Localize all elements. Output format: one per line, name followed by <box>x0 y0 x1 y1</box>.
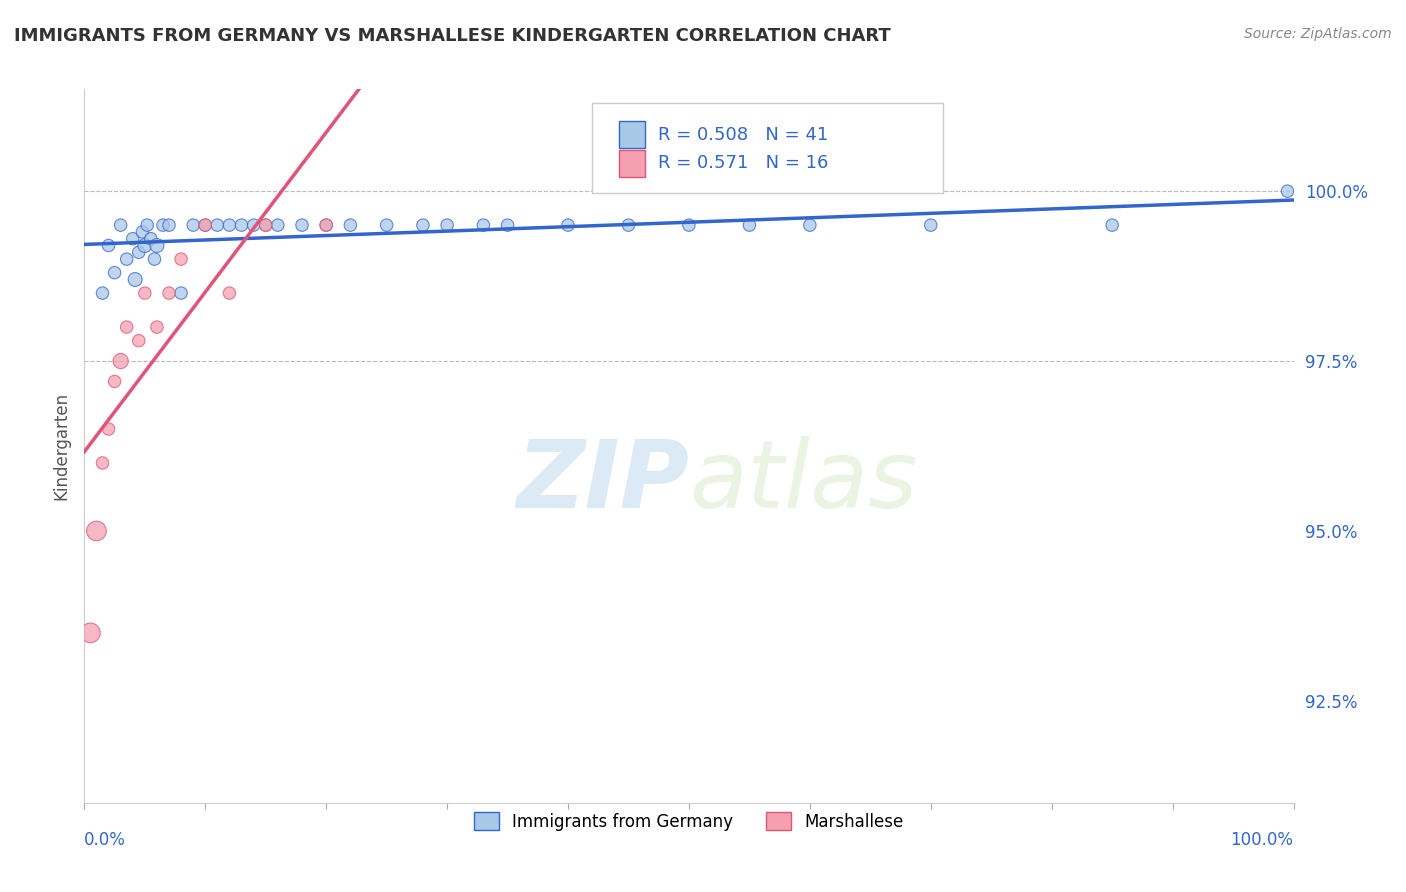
Point <box>136 218 159 232</box>
Point <box>143 252 166 266</box>
Point <box>678 218 700 232</box>
Point <box>194 218 217 232</box>
Point <box>267 218 290 232</box>
Text: Source: ZipAtlas.com: Source: ZipAtlas.com <box>1244 27 1392 41</box>
Point <box>146 320 169 334</box>
Legend: Immigrants from Germany, Marshallese: Immigrants from Germany, Marshallese <box>467 805 911 838</box>
Point <box>86 524 108 538</box>
Text: atlas: atlas <box>689 436 917 527</box>
Text: 100.0%: 100.0% <box>1230 831 1294 849</box>
Point <box>315 218 337 232</box>
Point <box>218 286 240 301</box>
Text: IMMIGRANTS FROM GERMANY VS MARSHALLESE KINDERGARTEN CORRELATION CHART: IMMIGRANTS FROM GERMANY VS MARSHALLESE K… <box>14 27 891 45</box>
Point <box>412 218 434 232</box>
Point <box>254 218 277 232</box>
Text: R = 0.571   N = 16: R = 0.571 N = 16 <box>658 154 828 172</box>
Point <box>91 456 114 470</box>
Point <box>254 218 277 232</box>
Point <box>97 422 120 436</box>
FancyBboxPatch shape <box>592 103 943 193</box>
Text: ZIP: ZIP <box>516 435 689 528</box>
Bar <box>619 121 645 148</box>
Point <box>920 218 942 232</box>
Point <box>115 252 138 266</box>
Point <box>134 286 156 301</box>
Point <box>134 238 156 252</box>
Point <box>557 218 579 232</box>
Point <box>339 218 361 232</box>
Point <box>157 286 180 301</box>
Point <box>128 245 150 260</box>
Point <box>97 238 120 252</box>
Point <box>104 266 127 280</box>
Point <box>115 320 138 334</box>
Point <box>170 252 193 266</box>
Point <box>152 218 174 232</box>
Point <box>91 286 114 301</box>
Point <box>110 218 132 232</box>
Point <box>242 218 264 232</box>
Point <box>194 218 217 232</box>
Point <box>131 225 153 239</box>
Point <box>121 232 143 246</box>
Point <box>181 218 204 232</box>
Text: R = 0.508   N = 41: R = 0.508 N = 41 <box>658 126 828 144</box>
Point <box>1277 184 1299 198</box>
Point <box>799 218 821 232</box>
Point <box>436 218 458 232</box>
Point <box>124 272 146 286</box>
Bar <box>619 150 645 177</box>
Y-axis label: Kindergarten: Kindergarten <box>52 392 70 500</box>
Point <box>375 218 398 232</box>
Point <box>496 218 519 232</box>
Point <box>146 238 169 252</box>
Point <box>738 218 761 232</box>
Point <box>207 218 229 232</box>
Point <box>170 286 193 301</box>
Point <box>315 218 337 232</box>
Point <box>104 375 127 389</box>
Text: 0.0%: 0.0% <box>84 831 127 849</box>
Point <box>291 218 314 232</box>
Point <box>231 218 253 232</box>
Point <box>157 218 180 232</box>
Point <box>139 232 162 246</box>
Point <box>128 334 150 348</box>
Point <box>1101 218 1123 232</box>
Point <box>218 218 240 232</box>
Point <box>79 626 101 640</box>
Point <box>110 354 132 368</box>
Point <box>472 218 495 232</box>
Point <box>617 218 640 232</box>
